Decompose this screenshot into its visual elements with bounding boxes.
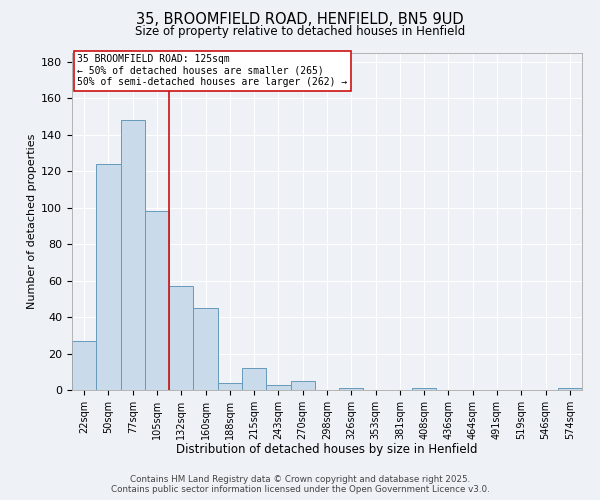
Y-axis label: Number of detached properties: Number of detached properties [27,134,37,309]
Bar [72,340,96,390]
Bar [242,368,266,390]
Bar [339,388,364,390]
Bar [412,388,436,390]
Bar [193,308,218,390]
Bar [290,381,315,390]
X-axis label: Distribution of detached houses by size in Henfield: Distribution of detached houses by size … [176,444,478,456]
Bar [558,388,582,390]
Bar [266,384,290,390]
Text: 35, BROOMFIELD ROAD, HENFIELD, BN5 9UD: 35, BROOMFIELD ROAD, HENFIELD, BN5 9UD [136,12,464,28]
Bar [121,120,145,390]
Bar [96,164,121,390]
Text: 35 BROOMFIELD ROAD: 125sqm
← 50% of detached houses are smaller (265)
50% of sem: 35 BROOMFIELD ROAD: 125sqm ← 50% of deta… [77,54,347,88]
Text: Contains HM Land Registry data © Crown copyright and database right 2025.
Contai: Contains HM Land Registry data © Crown c… [110,474,490,494]
Bar [145,211,169,390]
Text: Size of property relative to detached houses in Henfield: Size of property relative to detached ho… [135,25,465,38]
Bar [218,382,242,390]
Bar [169,286,193,390]
